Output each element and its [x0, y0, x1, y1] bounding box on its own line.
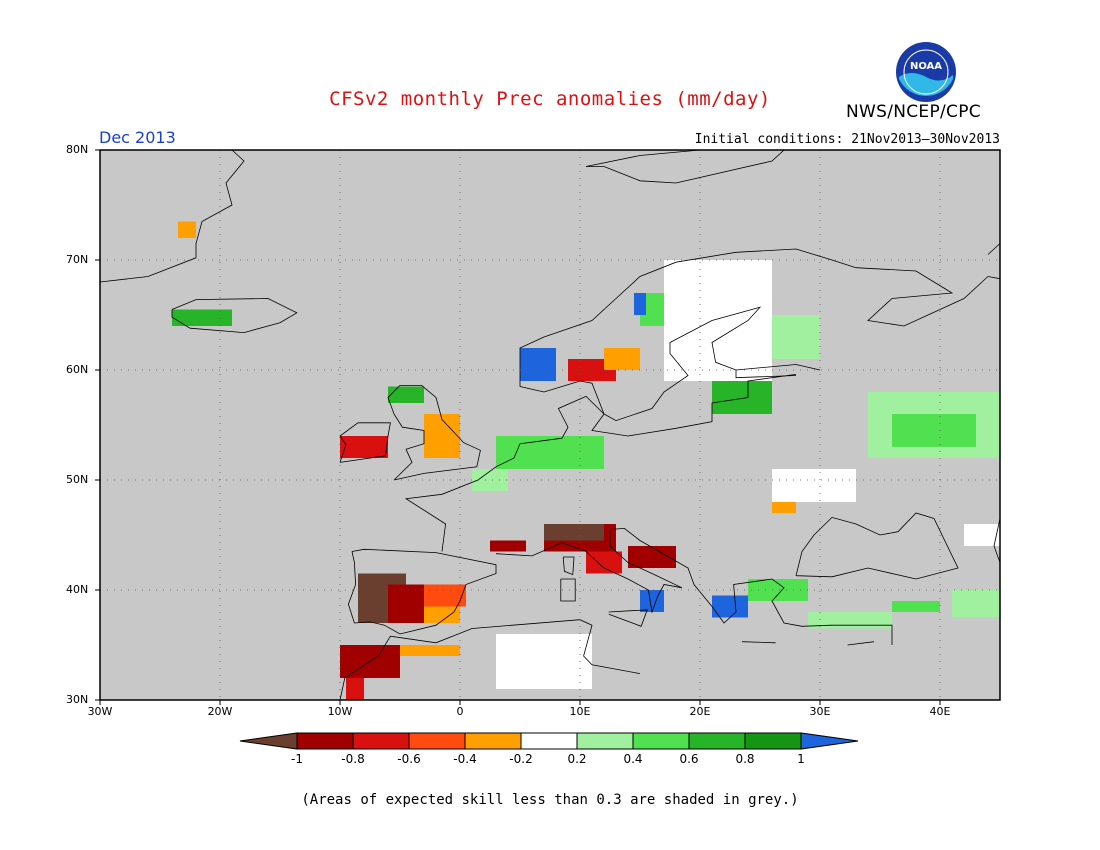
lat-tick-label: 40N	[66, 583, 89, 596]
lon-tick-label: 40E	[929, 705, 951, 718]
anomaly-region-11	[628, 546, 676, 568]
lat-tick-label: 80N	[66, 143, 89, 156]
skill-footnote: (Areas of expected skill less than 0.3 a…	[301, 792, 799, 808]
coastline-16	[987, 243, 1001, 255]
coastline-10	[735, 370, 797, 379]
colorbar-bin-m06_m04	[408, 732, 466, 750]
anomaly-region-10	[586, 551, 622, 574]
coastline-17	[741, 641, 776, 644]
anomaly-region-24	[634, 293, 646, 315]
map-background	[100, 150, 1000, 700]
colorbar-label: -0.2	[509, 752, 533, 766]
lon-tick-label: 0	[456, 705, 464, 718]
anomaly-region-19	[472, 469, 508, 491]
colorbar-label: 0.8	[735, 752, 755, 766]
anomaly-region-7	[490, 540, 526, 552]
anomaly-region-5	[346, 678, 364, 700]
agency-label: NWS/NCEP/CPC	[846, 102, 981, 122]
anomaly-region-15	[808, 612, 892, 629]
colorbar-arrow-left	[239, 732, 298, 750]
coastline-8	[519, 248, 1001, 387]
anomaly-region-33	[172, 309, 232, 326]
lat-tick-label: 70N	[66, 253, 89, 266]
coastline-5	[562, 556, 575, 576]
anomaly-region-9	[544, 524, 604, 541]
anomaly-region-20	[520, 348, 556, 381]
coastline-14	[99, 149, 245, 283]
coastline-1	[404, 374, 797, 552]
valid-month: Dec 2013	[99, 128, 176, 147]
anomaly-region-2	[424, 584, 466, 607]
anomaly-region-16	[892, 601, 940, 612]
coastline-0	[347, 548, 497, 635]
anomaly-region-31	[388, 386, 424, 403]
colorbar-label: -0.6	[397, 752, 421, 766]
colorbar-label: 0.4	[623, 752, 643, 766]
coastline-4	[560, 578, 576, 602]
colorbar-label: -0.4	[453, 752, 477, 766]
colorbar-bin-p08_1	[744, 732, 802, 750]
svg-text:NOAA: NOAA	[910, 61, 942, 72]
colorbar-bin-p04_06	[632, 732, 690, 750]
anomaly-region-1	[388, 584, 430, 623]
lon-tick-label: 20E	[689, 705, 711, 718]
anomaly-region-36	[772, 502, 796, 513]
map-frame	[99, 149, 1001, 701]
coastline-19	[993, 518, 1001, 563]
noaa-logo-icon: NOAA	[896, 42, 956, 102]
anomaly-region-13	[712, 595, 748, 618]
colorbar-label: 0.2	[567, 752, 587, 766]
anomaly-region-12	[640, 590, 664, 612]
anomaly-region-32	[424, 414, 460, 458]
initial-conditions: Initial conditions: 21Nov2013–30Nov2013	[694, 132, 1000, 147]
colorbar-label: 1	[797, 752, 805, 766]
coastline-6	[339, 619, 641, 701]
coastline-7	[795, 512, 959, 580]
anomaly-region-34	[178, 221, 196, 238]
anomaly-region-30	[340, 436, 388, 458]
colorbar-bin-m08_m06	[352, 732, 410, 750]
anomaly-region-3	[424, 606, 460, 623]
lon-tick-label: 30W	[87, 705, 113, 718]
anomaly-region-14	[748, 579, 808, 601]
anomaly-region-22	[604, 348, 640, 370]
coastline-12	[339, 422, 391, 463]
coastline-13	[171, 298, 298, 334]
anomaly-region-6	[400, 645, 460, 656]
anomaly-region-28	[892, 414, 976, 447]
coastline-3	[608, 609, 648, 627]
anomaly-region-26	[712, 381, 772, 414]
coastline-2	[495, 527, 893, 645]
anomaly-region-38	[964, 524, 1000, 546]
coastline-18	[847, 641, 875, 646]
anomaly-region-17	[952, 590, 1000, 618]
coastline-11	[387, 385, 481, 481]
lat-tick-label: 30N	[66, 693, 89, 706]
anomaly-region-29	[664, 260, 772, 381]
lat-tick-label: 60N	[66, 363, 89, 376]
lon-tick-label: 30E	[809, 705, 831, 718]
colorbar-bin-p06_08	[688, 732, 746, 750]
colorbar-bin-m1_m08	[296, 732, 354, 750]
coastline-9	[519, 306, 821, 422]
colorbar-label: -1	[291, 752, 303, 766]
colorbar-label: 0.6	[679, 752, 699, 766]
lon-tick-label: 20W	[207, 705, 233, 718]
lon-tick-label: 10W	[327, 705, 353, 718]
colorbar-bin-p02_04	[576, 732, 634, 750]
colorbar-label: -0.8	[341, 752, 365, 766]
anomaly-region-35	[772, 469, 856, 502]
lon-tick-label: 10E	[569, 705, 591, 718]
lat-tick-label: 50N	[66, 473, 89, 486]
anomaly-region-18	[496, 436, 604, 469]
anomaly-region-37	[496, 634, 592, 689]
coastline-15	[585, 149, 786, 184]
colorbar-bin-m02_02	[520, 732, 578, 750]
chart-title: CFSv2 monthly Prec anomalies (mm/day)	[329, 88, 771, 110]
colorbar-bin-m04_m02	[464, 732, 522, 750]
colorbar-arrow-right	[800, 732, 859, 750]
